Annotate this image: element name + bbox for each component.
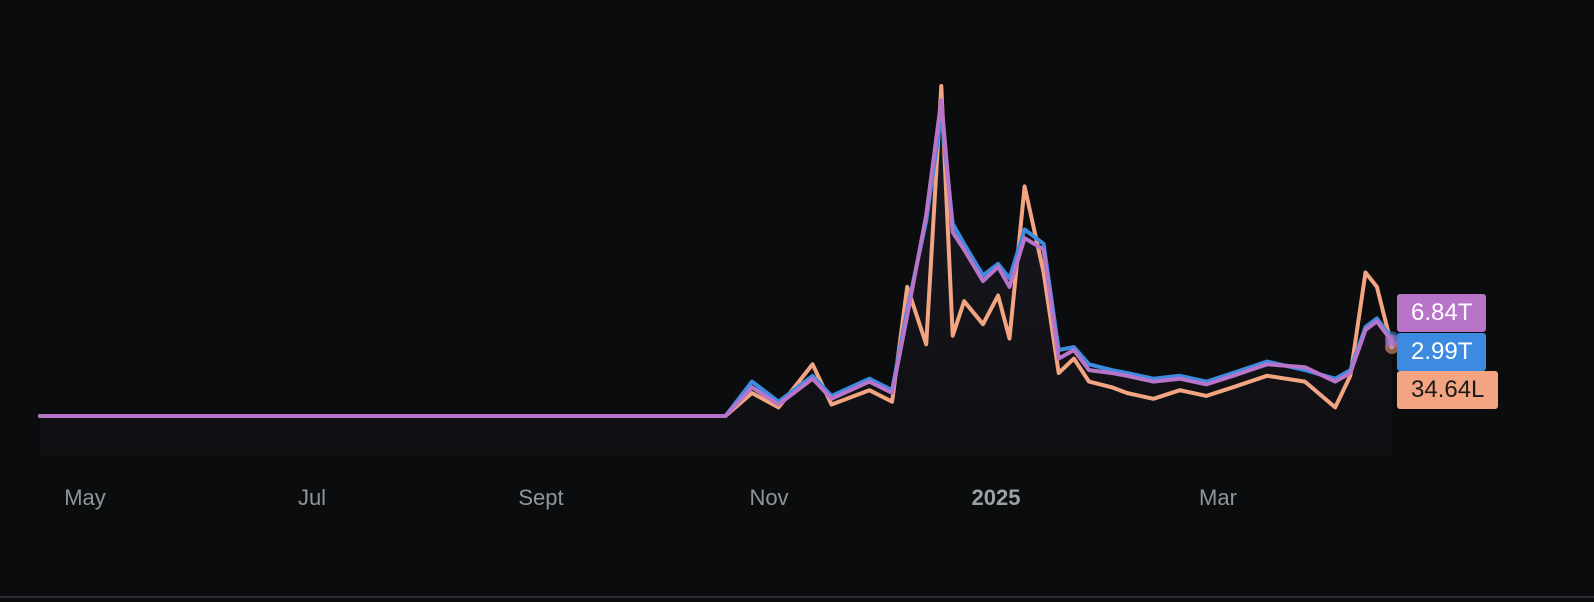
series-area-fill	[40, 100, 1392, 457]
x-tick-label: 2025	[972, 485, 1021, 510]
x-tick-label: Jul	[298, 485, 326, 510]
x-tick-label: Sept	[518, 485, 563, 510]
x-tick-label: Nov	[749, 485, 788, 510]
x-tick-label: May	[64, 485, 106, 510]
series-end-value-badge: 6.84T	[1397, 294, 1487, 332]
series-end-value-badge: 34.64L	[1397, 371, 1499, 409]
series-line-1	[38, 112, 1394, 418]
bottom-divider	[0, 596, 1594, 598]
series-line-2	[38, 84, 1394, 418]
series-end-dot-0	[1385, 334, 1399, 349]
series-line-0	[38, 98, 1394, 418]
x-tick-label: Mar	[1199, 485, 1237, 510]
series-end-value-badge: 2.99T	[1397, 333, 1487, 371]
